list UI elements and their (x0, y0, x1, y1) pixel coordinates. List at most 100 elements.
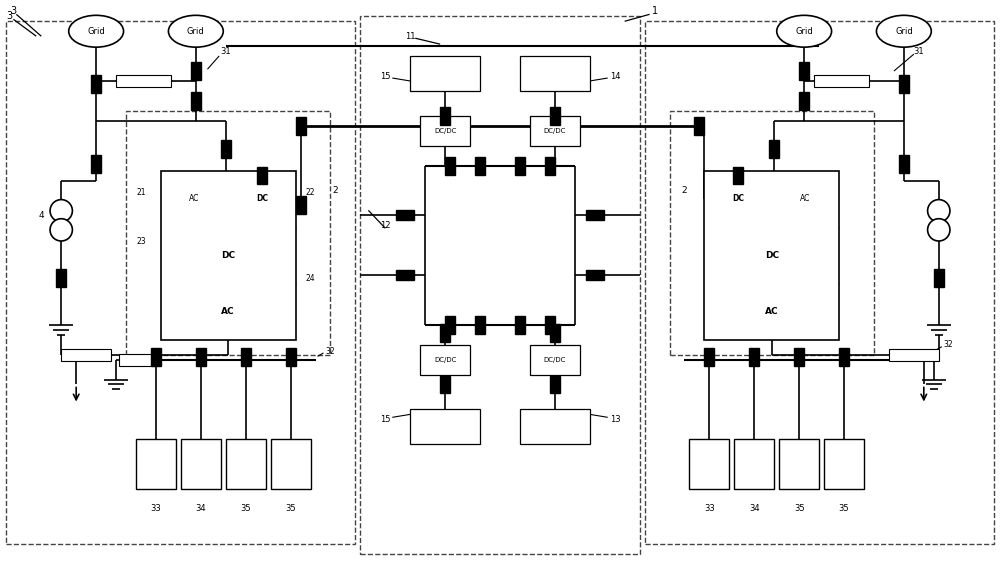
Bar (191, 62, 201, 80)
Text: DC/DC: DC/DC (434, 357, 456, 363)
Bar (91, 75, 101, 93)
Bar (586, 270, 604, 280)
Bar (271, 439, 311, 489)
Bar (799, 92, 809, 110)
Bar (694, 117, 704, 134)
Bar (420, 345, 470, 375)
Text: Grid: Grid (87, 27, 105, 36)
Circle shape (50, 199, 72, 222)
Text: 32: 32 (325, 347, 335, 356)
Text: 31: 31 (220, 47, 231, 55)
Bar (445, 316, 455, 334)
Bar (550, 376, 560, 393)
Bar (360, 16, 640, 554)
Text: DC/DC: DC/DC (544, 357, 566, 363)
Text: Grid: Grid (795, 27, 813, 36)
Text: 24: 24 (306, 274, 315, 283)
Bar (226, 439, 266, 489)
Text: DC: DC (732, 194, 744, 203)
Bar (91, 155, 101, 172)
Bar (296, 197, 306, 214)
Text: 21: 21 (136, 188, 146, 197)
Bar (286, 347, 296, 366)
Bar (645, 21, 994, 544)
Text: DC: DC (221, 251, 235, 260)
Bar (530, 116, 580, 146)
Bar (799, 62, 809, 80)
Circle shape (928, 199, 950, 222)
Text: 23: 23 (136, 237, 146, 246)
Bar (6, 21, 355, 544)
Bar (119, 354, 154, 366)
Bar (814, 75, 869, 87)
Bar (545, 316, 555, 334)
Text: Grid: Grid (187, 27, 205, 36)
Text: 3: 3 (6, 11, 12, 21)
Bar (396, 210, 414, 220)
Text: 32: 32 (944, 340, 953, 349)
Bar (440, 324, 450, 342)
Text: 33: 33 (704, 505, 715, 514)
Text: 2: 2 (682, 186, 687, 195)
Text: 35: 35 (285, 505, 296, 514)
Bar (257, 167, 267, 185)
Bar (824, 439, 864, 489)
Text: 13: 13 (610, 415, 620, 424)
Text: AC: AC (800, 194, 811, 203)
Bar (794, 347, 804, 366)
Bar (410, 56, 480, 91)
Text: DC: DC (765, 251, 779, 260)
Text: AC: AC (765, 307, 779, 316)
Bar (126, 111, 330, 355)
Text: 11: 11 (405, 32, 416, 41)
Text: AC: AC (189, 194, 200, 203)
Bar (181, 439, 221, 489)
Bar (899, 75, 909, 93)
Bar (196, 347, 206, 366)
Bar (116, 75, 171, 87)
Bar (839, 347, 849, 366)
Bar (475, 157, 485, 175)
Bar (475, 316, 485, 334)
Bar (670, 111, 874, 355)
Bar (221, 140, 231, 158)
Text: 34: 34 (749, 505, 760, 514)
Text: 15: 15 (380, 415, 390, 424)
Bar (161, 171, 296, 340)
Bar (550, 324, 560, 342)
Ellipse shape (876, 15, 931, 47)
Text: 31: 31 (914, 47, 924, 55)
Bar (704, 171, 839, 340)
Bar (704, 347, 714, 366)
Circle shape (50, 219, 72, 241)
Text: 3: 3 (10, 6, 16, 16)
Bar (934, 269, 944, 287)
Text: 2: 2 (333, 186, 338, 195)
Bar (410, 410, 480, 444)
Ellipse shape (168, 15, 223, 47)
Bar (689, 439, 729, 489)
Bar (56, 269, 66, 287)
Bar (396, 270, 414, 280)
Ellipse shape (777, 15, 832, 47)
Bar (734, 439, 774, 489)
Text: AC: AC (221, 307, 235, 316)
Text: 35: 35 (240, 505, 251, 514)
Bar (296, 117, 306, 134)
Text: 14: 14 (610, 72, 620, 81)
Bar (779, 439, 819, 489)
Text: 22: 22 (306, 188, 315, 197)
Bar (769, 140, 779, 158)
Circle shape (928, 219, 950, 241)
Bar (241, 347, 251, 366)
Bar (440, 376, 450, 393)
Text: 35: 35 (839, 505, 849, 514)
Bar (733, 167, 743, 185)
Bar (440, 107, 450, 125)
Bar (61, 349, 111, 360)
Bar (889, 349, 939, 360)
Bar (136, 439, 176, 489)
Text: DC: DC (256, 194, 268, 203)
Text: 15: 15 (380, 72, 390, 81)
Text: 34: 34 (196, 505, 206, 514)
